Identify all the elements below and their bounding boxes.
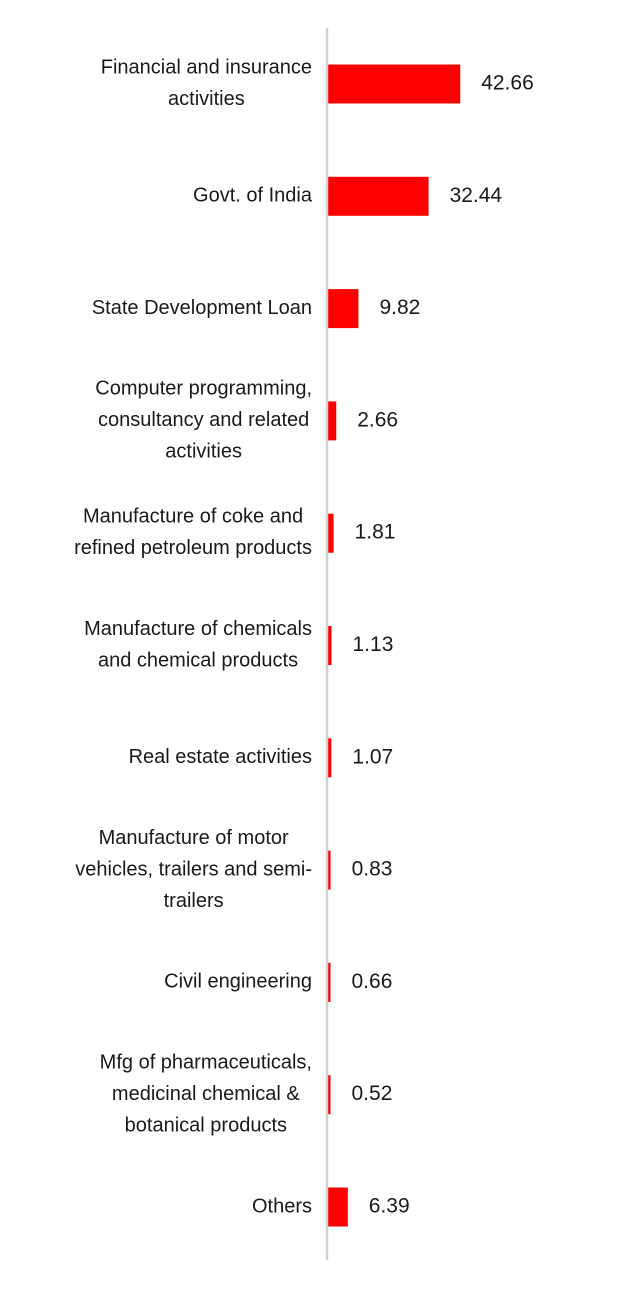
category-label: Govt. of India [193,185,313,207]
bar [328,289,359,329]
data-label: 9.82 [379,296,420,319]
category-label-line: vehicles, trailers and semi- [75,858,312,880]
bar [328,962,331,1002]
category-label-line: Civil engineering [164,971,312,993]
category-label-line: Computer programming, [95,378,312,400]
category-label-line: Manufacture of motor [99,827,289,849]
category-label: Computer programming, consultancy and rel… [95,378,312,463]
data-label: 0.52 [352,1082,393,1105]
category-label-line: trailers [164,890,224,912]
category-label-line: activities [165,441,242,463]
category-label-line: botanical products [125,1114,287,1136]
data-label: 1.81 [355,521,396,544]
bar [328,626,332,665]
category-label-line: Manufacture of chemicals [84,618,312,640]
category-label: Civil engineering [164,971,312,993]
data-label: 1.07 [352,745,393,768]
category-label-line: Real estate activities [129,746,312,768]
bar [328,64,461,104]
data-label: 0.66 [352,970,393,993]
data-label: 42.66 [481,72,534,95]
value-labels-layer: 42.66 32.44 9.82 2.66 1.81 1.13 1.07 0.83 0.66 0.… [352,72,534,1218]
data-label: 2.66 [357,408,398,431]
data-label: 6.39 [369,1195,410,1218]
category-labels-layer: Financial and insurance activities Govt. o… [74,57,313,1218]
data-label: 1.13 [353,633,394,656]
category-label-line: State Development Loan [92,297,312,319]
bar [328,738,332,778]
category-label: Mfg of pharmaceuticals, medicinal chemica… [100,1051,312,1136]
bar [328,1187,348,1227]
category-label: Manufacture of chemicals and chemical pro… [84,618,312,672]
category-label: Real estate activities [129,746,312,768]
bar [328,401,337,441]
bars-layer [328,64,461,1227]
category-label-line: activities [168,88,245,110]
category-label-line: Financial and insurance [101,57,312,79]
bar [328,1075,331,1115]
category-label: State Development Loan [92,297,312,319]
category-label-line: Manufacture of coke and [83,506,303,528]
category-label: Financial and insurance activities [101,57,312,111]
data-label: 0.83 [352,858,393,881]
bar [328,176,429,216]
category-label: Manufacture of coke and refined petroleum… [74,506,312,560]
category-label-line: Mfg of pharmaceuticals, [100,1051,312,1073]
data-label: 32.44 [450,184,503,207]
category-label-line: medicinal chemical & [112,1083,301,1105]
category-label: Manufacture of motor vehicles, trailers a… [75,827,312,912]
bar [328,513,334,553]
category-label: Others [252,1195,312,1217]
category-label-line: Govt. of India [193,185,313,207]
category-label-line: refined petroleum products [74,537,312,559]
category-label-line: Others [252,1195,312,1217]
category-label-line: consultancy and related [98,409,309,431]
category-label-line: and chemical products [98,650,298,672]
bar [328,850,331,890]
